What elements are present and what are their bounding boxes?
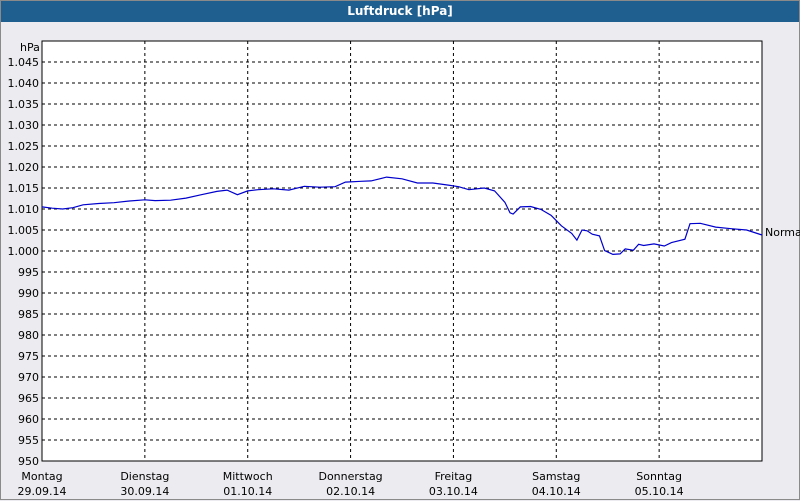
x-tick-date: 04.10.14: [532, 485, 581, 498]
x-tick-day: Mittwoch: [223, 470, 273, 483]
y-tick-label: 955: [18, 434, 39, 447]
x-tick-date: 03.10.14: [429, 485, 478, 498]
y-tick-label: 980: [18, 329, 39, 342]
series-layer: [41, 176, 763, 256]
grid: [42, 41, 762, 461]
normal-label: Normal: [765, 226, 800, 239]
y-tick-label: 970: [18, 371, 39, 384]
x-tick-day: Montag: [21, 470, 62, 483]
x-tick-date: 01.10.14: [223, 485, 272, 498]
y-tick-label: 950: [18, 455, 39, 468]
x-axis-ticks: Montag 29.09.14 Dienstag 30.09.14 Mittwoch 01…: [18, 470, 684, 498]
x-tick-date: 29.09.14: [18, 485, 67, 498]
x-tick-date: 30.09.14: [120, 485, 169, 498]
x-tick-day: Dienstag: [120, 470, 169, 483]
chart-title: Luftdruck [hPa]: [1, 1, 799, 22]
x-tick-day: Donnerstag: [318, 470, 382, 483]
x-tick-day: Samstag: [532, 470, 580, 483]
y-tick-label: 975: [18, 350, 39, 363]
y-tick-label: 1.020: [8, 161, 40, 174]
y-tick-label: 995: [18, 266, 39, 279]
y-axis-label: hPa: [20, 41, 40, 54]
x-tick-date: 05.10.14: [635, 485, 684, 498]
x-tick-date: 02.10.14: [326, 485, 375, 498]
y-tick-label: 1.025: [8, 140, 40, 153]
y-tick-label: 965: [18, 392, 39, 405]
y-tick-label: 1.035: [8, 98, 40, 111]
y-tick-label: 985: [18, 308, 39, 321]
x-tick-day: Freitag: [435, 470, 473, 483]
y-tick-label: 1.010: [8, 203, 40, 216]
y-tick-label: 1.040: [8, 77, 40, 90]
pressure-series-line: [41, 176, 763, 256]
y-axis-ticks: 1.045 1.040 1.035 1.030 1.025 1.020 1.015 1.010…: [8, 56, 40, 468]
y-tick-label: 1.000: [8, 245, 40, 258]
y-tick-label: 960: [18, 413, 39, 426]
x-tick-day: Sonntag: [636, 470, 682, 483]
y-tick-label: 1.015: [8, 182, 40, 195]
y-tick-label: 990: [18, 287, 39, 300]
y-tick-label: 1.045: [8, 56, 40, 69]
y-tick-label: 1.030: [8, 119, 40, 132]
y-tick-label: 1.005: [8, 224, 40, 237]
